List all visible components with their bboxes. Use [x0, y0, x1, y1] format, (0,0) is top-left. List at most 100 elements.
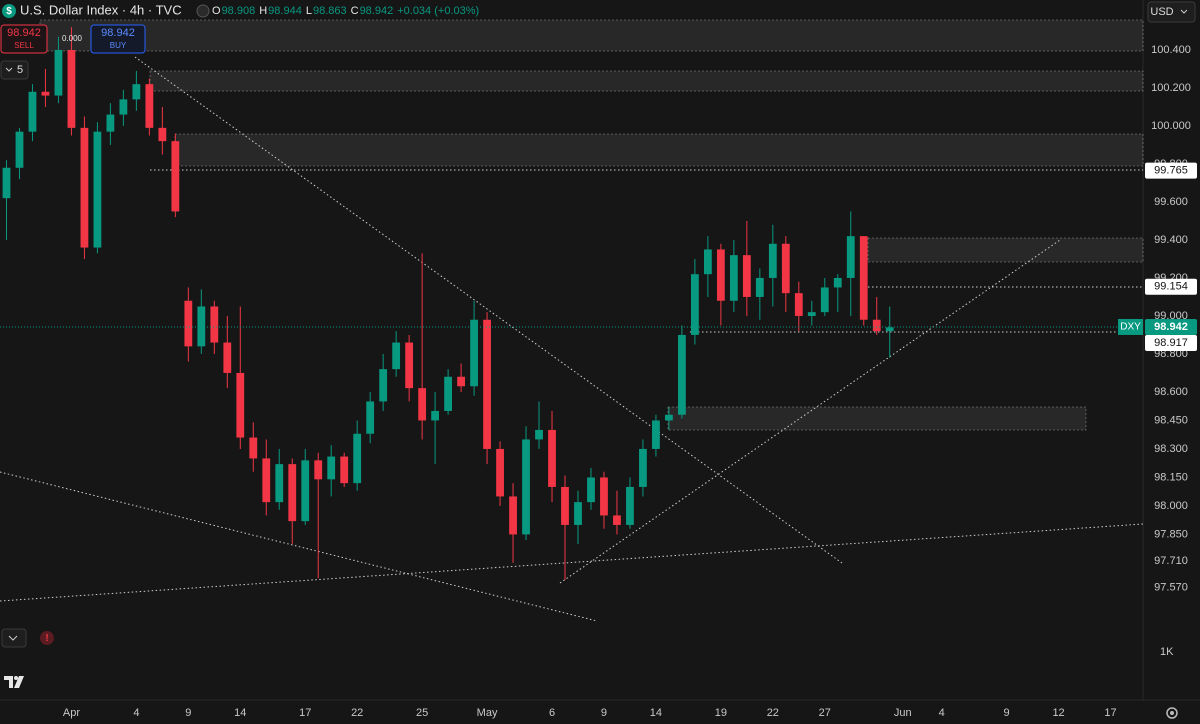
- candle-body: [470, 319, 478, 387]
- candle-body: [587, 477, 595, 503]
- status-icon[interactable]: [196, 4, 210, 18]
- candle-body: [431, 410, 440, 421]
- candle-body: [197, 306, 206, 347]
- x-tick-label: 27: [819, 707, 831, 719]
- ohlc-value: 98.908: [222, 5, 256, 17]
- price-marker-box: [1145, 278, 1197, 295]
- zone[interactable]: [39, 19, 1144, 52]
- candle-body: [106, 114, 115, 132]
- y-tick-label: 98.150: [1154, 471, 1188, 483]
- candle-body: [132, 84, 141, 100]
- candle-body: [665, 414, 673, 421]
- last-price-tag: DXY: [1120, 322, 1141, 333]
- ohlc-value: 98.944: [268, 5, 302, 17]
- candle-body: [184, 300, 193, 347]
- candle-body: [483, 319, 491, 449]
- candle-body: [444, 376, 453, 411]
- candle-body: [613, 515, 621, 525]
- spread: 0.000: [62, 34, 83, 43]
- indicators-toggle[interactable]: [0, 60, 29, 80]
- collapse-button[interactable]: [1, 628, 27, 648]
- candle-body: [652, 420, 660, 449]
- y-tick-label: 98.450: [1154, 414, 1188, 426]
- tradingview-logo[interactable]: [4, 676, 24, 688]
- chevron-icon: [8, 635, 18, 641]
- trend-line[interactable]: [559, 239, 1061, 584]
- header-title[interactable]: U.S. Dollar Index · 4h · TVC: [20, 2, 182, 17]
- last-price-tag-bg: [1118, 318, 1143, 335]
- candle-body: [509, 496, 517, 535]
- candle-body: [392, 342, 401, 370]
- x-tick-label: Apr: [63, 707, 80, 719]
- y-tick-label: 99.000: [1154, 310, 1188, 322]
- currency: USD: [1150, 6, 1173, 18]
- candle-body: [807, 312, 816, 316]
- candle-body: [418, 388, 427, 421]
- x-tick-label: Jun: [894, 707, 912, 719]
- settings-icon[interactable]: [1166, 707, 1178, 719]
- y-tick-label: 99.600: [1154, 196, 1188, 208]
- candle-body: [236, 372, 245, 438]
- x-tick-label: 4: [133, 707, 139, 719]
- candle-body: [457, 376, 465, 387]
- trend-line[interactable]: [134, 56, 843, 564]
- candle-body: [41, 91, 50, 96]
- sell-button[interactable]: [0, 24, 48, 54]
- buy-button[interactable]: [90, 24, 146, 54]
- x-tick-label: 9: [601, 707, 607, 719]
- candle-body: [678, 334, 686, 415]
- indicators-count: 5: [17, 64, 23, 76]
- x-tick-label: May: [477, 707, 498, 719]
- candle-body: [729, 255, 738, 301]
- candle-body: [768, 243, 777, 278]
- x-tick-label: 4: [939, 707, 945, 719]
- ohlc-label: C: [351, 5, 359, 17]
- candle-body: [535, 429, 543, 440]
- candle-body: [28, 91, 37, 132]
- zone[interactable]: [149, 70, 1144, 92]
- symbol-icon-glyph: $: [6, 6, 12, 17]
- candle-body: [2, 167, 11, 199]
- candle-body: [158, 127, 167, 142]
- price-marker-box: [1145, 334, 1197, 351]
- zone[interactable]: [867, 237, 1144, 263]
- x-tick-label: 14: [234, 707, 246, 719]
- sell-price: 98.942: [7, 27, 41, 39]
- candle-body: [15, 131, 24, 168]
- candle-body: [171, 141, 180, 212]
- y-tick-label: 97.710: [1154, 555, 1188, 567]
- y-tick-label: 100.400: [1151, 44, 1191, 56]
- candle-body: [781, 243, 790, 294]
- candle-body: [742, 255, 751, 297]
- trend-line[interactable]: [0, 471, 598, 622]
- candle-body: [210, 306, 219, 343]
- x-tick-label: 17: [1104, 707, 1116, 719]
- candle-body: [794, 293, 803, 316]
- candle-body: [379, 369, 388, 402]
- candle-body: [119, 99, 128, 115]
- last-price-box: [1145, 318, 1197, 335]
- candle-body: [80, 127, 89, 248]
- candle-body: [67, 49, 76, 128]
- y-tick-label: 98.300: [1154, 443, 1188, 455]
- x-tick-label: 12: [1052, 707, 1064, 719]
- symbol-icon[interactable]: [2, 4, 16, 18]
- ohlc-label: H: [259, 5, 267, 17]
- zone[interactable]: [667, 406, 1087, 431]
- candle-body: [716, 249, 725, 301]
- candle-body: [833, 277, 842, 288]
- alert-icon[interactable]: [40, 631, 54, 645]
- ohlc-value: 98.863: [313, 5, 347, 17]
- zone[interactable]: [174, 133, 1144, 167]
- candle-body: [690, 274, 699, 335]
- y-tick-label: 98.600: [1154, 386, 1188, 398]
- candle-body: [249, 437, 258, 459]
- trend-line[interactable]: [0, 523, 1144, 602]
- candle-body: [275, 464, 284, 503]
- currency-button[interactable]: [1147, 1, 1196, 23]
- candle-body: [353, 433, 362, 484]
- chevron-icon: [5, 67, 13, 72]
- candle-body: [340, 456, 349, 484]
- candle-body: [755, 277, 764, 297]
- last-price-label: 98.942: [1154, 321, 1188, 333]
